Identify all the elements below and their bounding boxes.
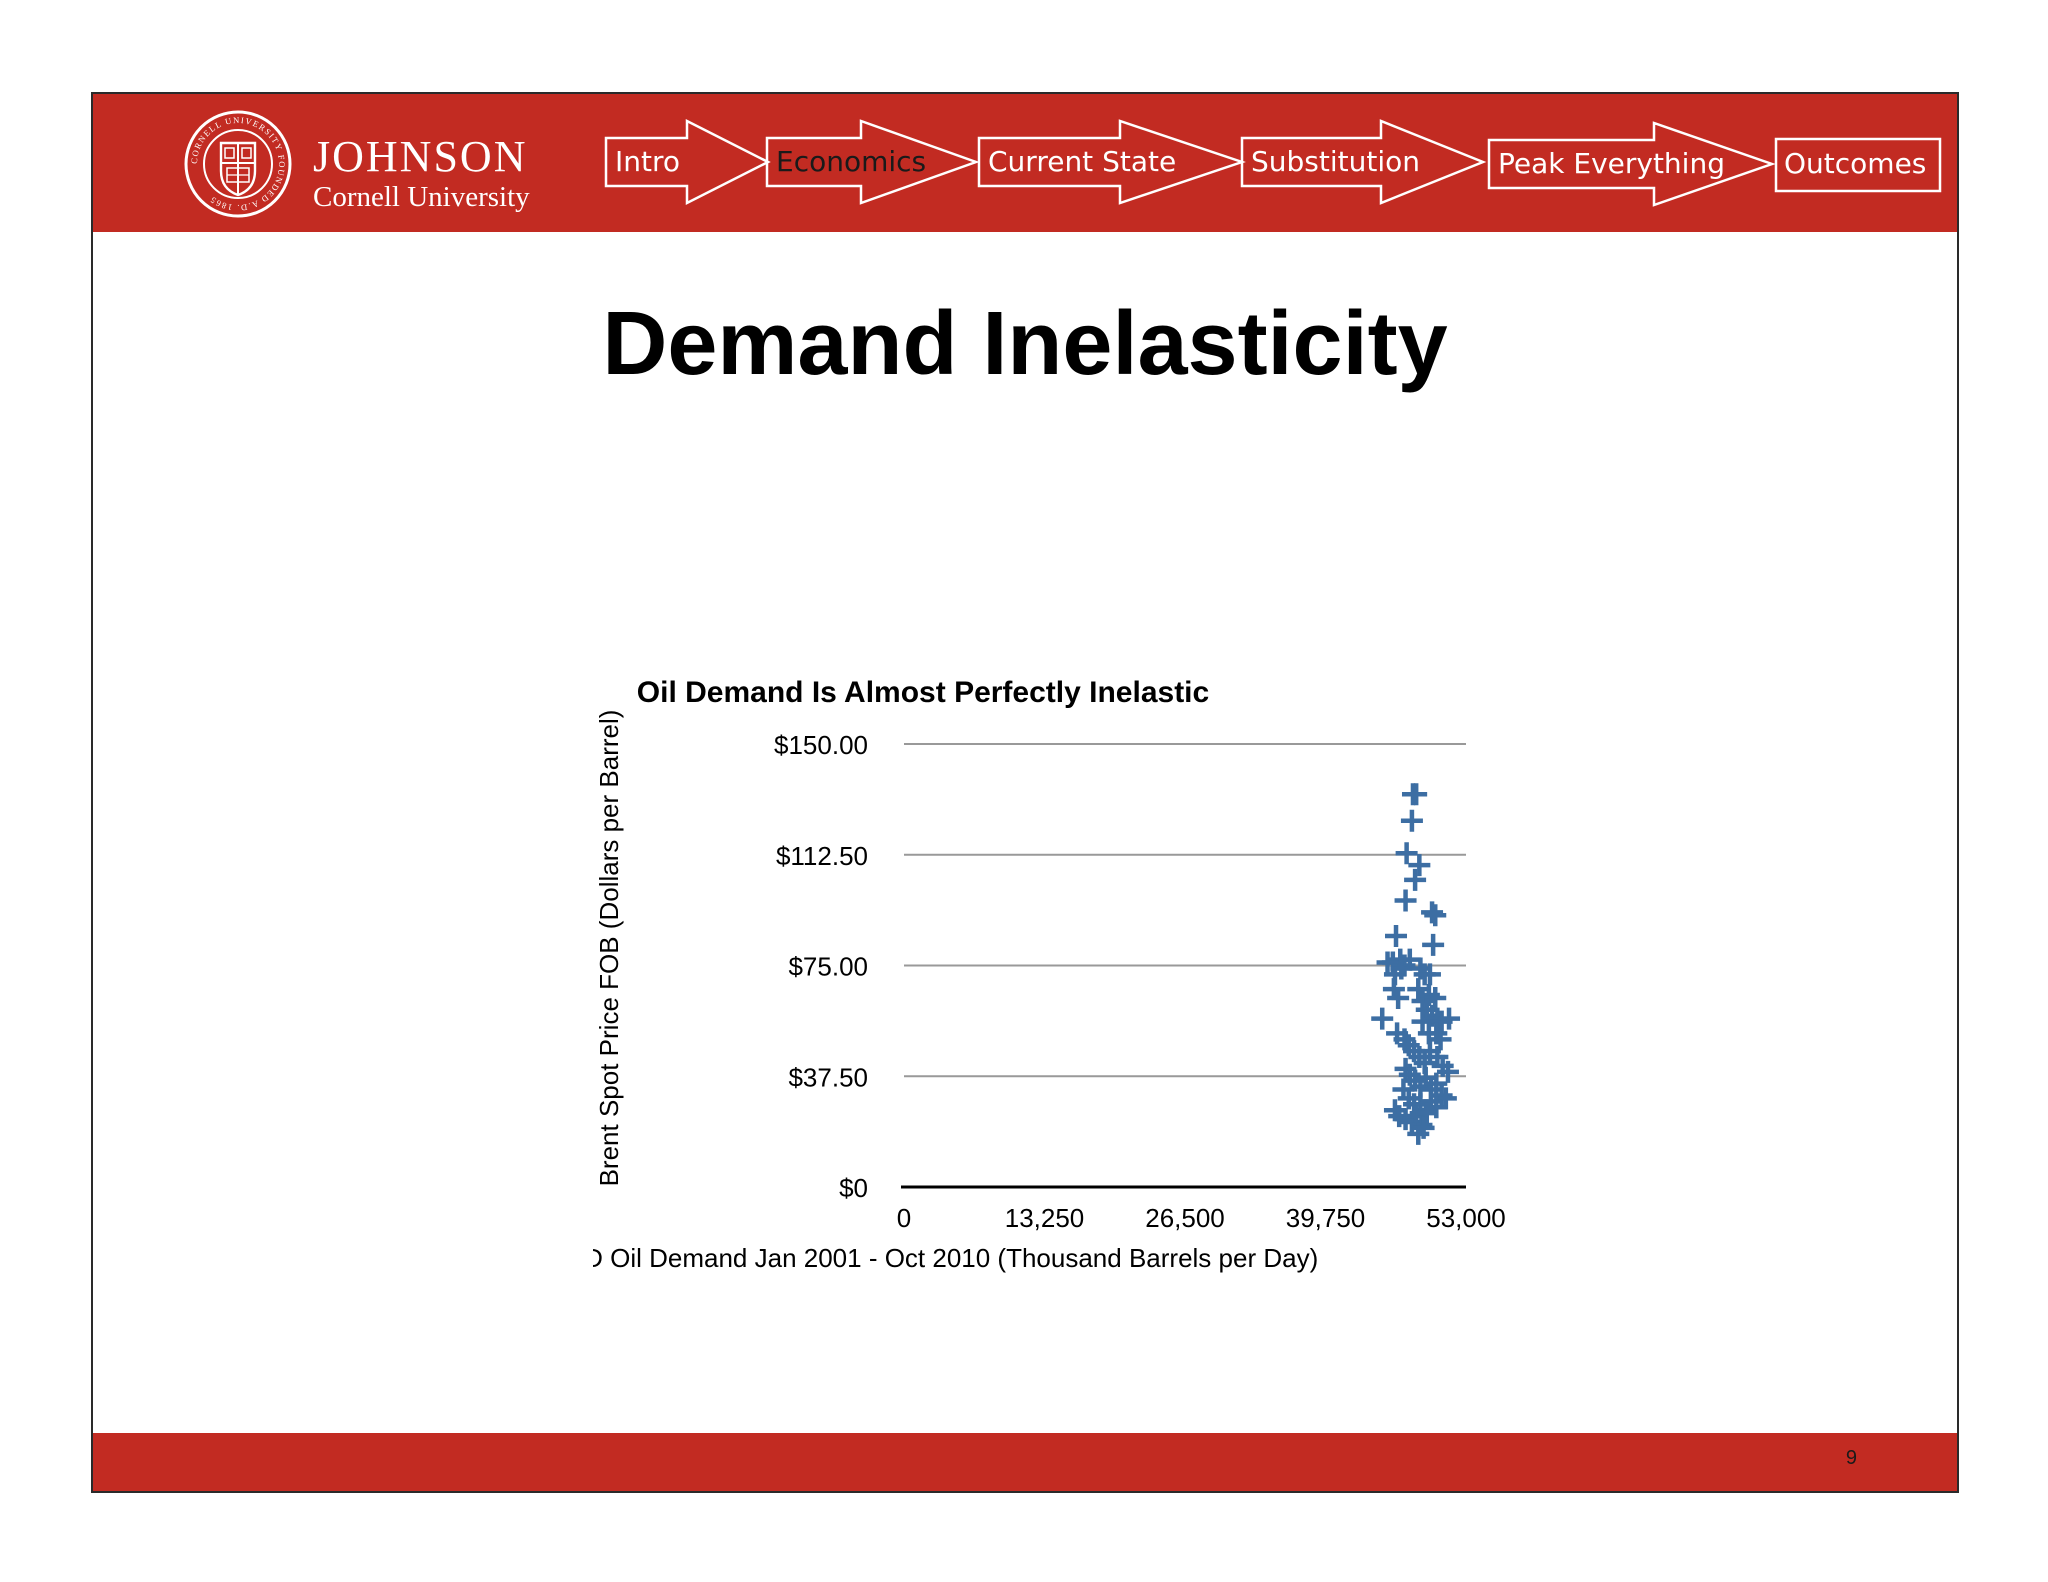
- nav-label: Intro: [615, 145, 681, 178]
- nav-outcomes[interactable]: Outcomes: [1774, 137, 1942, 193]
- scatter-chart: Oil Demand Is Almost Perfectly Inelastic…: [593, 676, 1506, 1273]
- nav-arrow-icon: [1240, 119, 1487, 205]
- nav-box-icon: [1774, 137, 1942, 193]
- data-point: [1418, 963, 1441, 986]
- x-tick-label: 13,250: [1005, 1203, 1085, 1233]
- nav-label: Peak Everything: [1498, 147, 1725, 180]
- section-nav: Intro Economics Current State Substituti…: [93, 94, 1957, 232]
- nav-arrow-icon: [604, 118, 771, 206]
- data-point: [1385, 924, 1408, 947]
- nav-current-state[interactable]: Current State: [977, 118, 1246, 208]
- x-tick-label: 39,750: [1286, 1203, 1366, 1233]
- page-title: Demand Inelasticity: [602, 294, 1448, 394]
- data-point: [1405, 783, 1428, 806]
- data-point: [1424, 904, 1447, 927]
- data-point: [1376, 951, 1399, 974]
- x-tick-label: 53,000: [1426, 1203, 1506, 1233]
- x-tick-label: 0: [897, 1203, 911, 1233]
- data-point: [1438, 1007, 1461, 1030]
- data-point: [1411, 1010, 1434, 1033]
- data-point: [1387, 986, 1410, 1009]
- data-point: [1395, 842, 1418, 865]
- data-points: [1371, 783, 1461, 1145]
- data-point: [1429, 1028, 1452, 1051]
- data-point: [1425, 1072, 1448, 1095]
- nav-arrow-icon: [765, 119, 980, 205]
- data-point: [1424, 986, 1447, 1009]
- data-point: [1408, 854, 1431, 877]
- y-axis-label: Brent Spot Price FOB (Dollars per Barrel…: [594, 710, 624, 1187]
- y-tick-label: $75.00: [788, 952, 868, 982]
- y-tick-label: $0: [839, 1173, 868, 1203]
- footer-bar: 9: [93, 1433, 1957, 1491]
- data-point: [1436, 1060, 1459, 1083]
- y-tick-label: $112.50: [776, 841, 868, 871]
- grid-lines: [904, 743, 1466, 1078]
- nav-arrow-icon: [1487, 121, 1776, 207]
- page-number: 9: [1845, 1447, 1857, 1469]
- nav-substitution[interactable]: Substitution: [1240, 118, 1487, 208]
- nav-intro[interactable]: Intro: [604, 118, 771, 208]
- header-bar: CORNELL UNIVERSITY FOUNDED A.D. 1865 JOH…: [93, 94, 1957, 232]
- x-axis-label: OECD Oil Demand Jan 2001 - Oct 2010 (Tho…: [593, 1243, 1318, 1273]
- data-point: [1415, 1102, 1438, 1125]
- nav-label: Substitution: [1251, 145, 1420, 178]
- data-point: [1394, 889, 1417, 912]
- logo-subtitle: Cornell University: [313, 181, 530, 213]
- nav-economics[interactable]: Economics: [765, 118, 980, 208]
- data-point: [1422, 933, 1445, 956]
- nav-label-active: Economics: [776, 145, 927, 178]
- chart-title: Oil Demand Is Almost Perfectly Inelastic: [637, 676, 1209, 709]
- data-point: [1404, 868, 1427, 891]
- x-tick-label: 26,500: [1145, 1203, 1225, 1233]
- nav-arrow-icon: [977, 119, 1246, 205]
- data-point: [1390, 957, 1413, 980]
- y-tick-label: $37.50: [788, 1062, 868, 1092]
- nav-label: Current State: [988, 145, 1177, 178]
- nav-label: Outcomes: [1784, 147, 1927, 180]
- data-point: [1412, 1116, 1435, 1139]
- data-point: [1400, 809, 1423, 832]
- johnson-logo[interactable]: CORNELL UNIVERSITY FOUNDED A.D. 1865 JOH…: [183, 109, 613, 219]
- data-point: [1371, 1007, 1394, 1030]
- nav-peak-everything[interactable]: Peak Everything: [1487, 120, 1776, 210]
- slide: CORNELL UNIVERSITY FOUNDED A.D. 1865 JOH…: [91, 92, 1959, 1493]
- y-tick-label: $150.00: [774, 730, 868, 760]
- cornell-seal-icon: CORNELL UNIVERSITY FOUNDED A.D. 1865: [184, 110, 292, 218]
- axes: $0 $37.50 $75.00 $112.50 $150.00 0 13,250 26,50…: [774, 730, 1506, 1233]
- data-point: [1421, 901, 1444, 924]
- logo-wordmark: JOHNSON: [313, 132, 528, 181]
